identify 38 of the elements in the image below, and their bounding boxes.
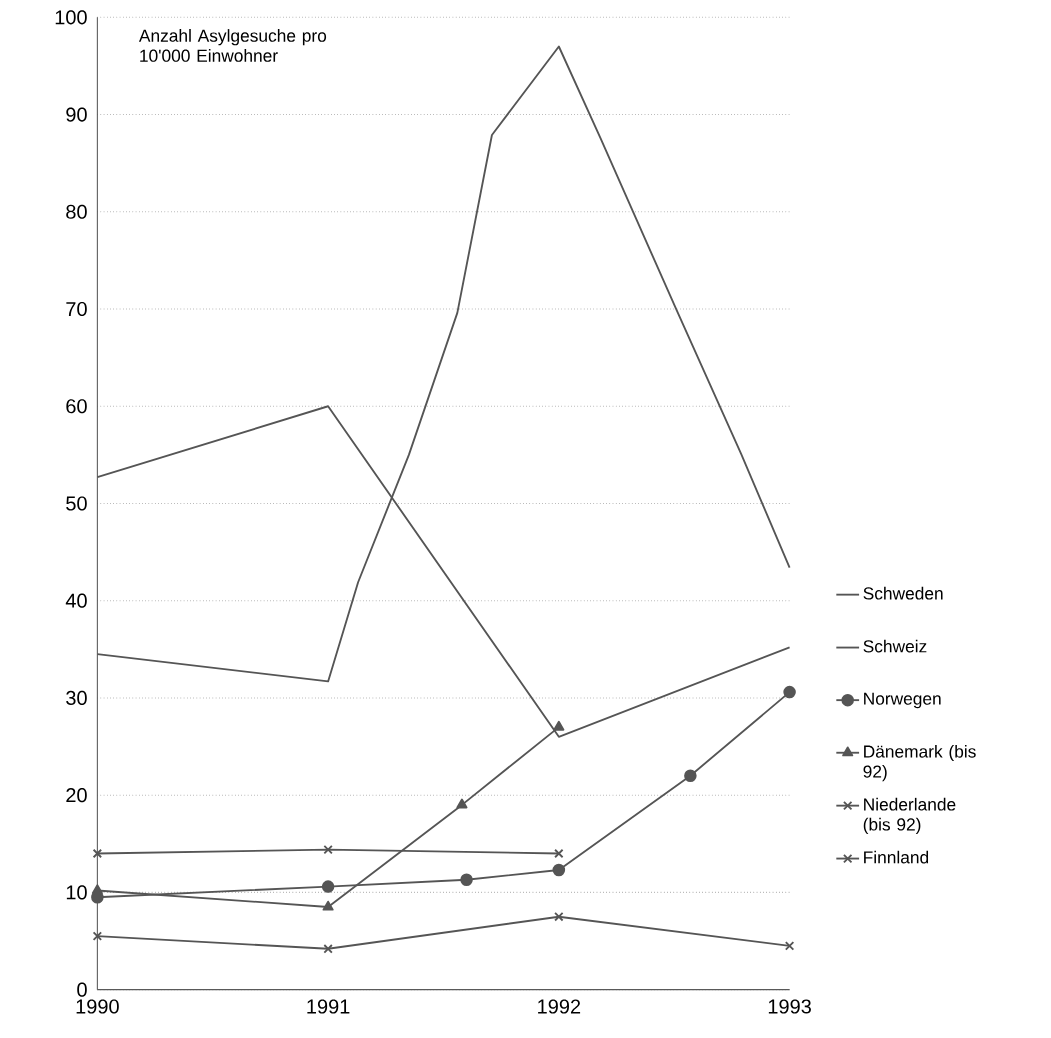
legend-label: Norwegen: [864, 692, 941, 709]
point: [554, 912, 564, 922]
point: [92, 931, 103, 942]
point: [552, 863, 566, 877]
point: [92, 848, 103, 859]
point: [321, 880, 335, 894]
point: [554, 848, 564, 859]
y-tick-label: 100: [55, 10, 87, 25]
y-tick-label: 90: [66, 107, 87, 122]
y-tick-label: 40: [65, 593, 87, 608]
y-tick-label: 60: [66, 399, 87, 414]
y-tick-label: 50: [66, 496, 87, 511]
point: [553, 721, 565, 731]
y-tick-label: 10: [66, 885, 87, 900]
point: [322, 900, 334, 911]
legend-label: Dänemark (bis 92): [863, 745, 976, 782]
x-tick-label: 1993: [768, 999, 811, 1014]
x-tick-label: 1992: [538, 999, 581, 1014]
y-tick-label: 20: [66, 788, 87, 803]
legend-label: Finnland: [864, 850, 929, 864]
y-tick-label: 30: [66, 691, 87, 706]
point: [784, 941, 795, 951]
point: [460, 873, 473, 887]
y-tick-label: 80: [66, 204, 87, 220]
y-tick-label: 0: [77, 982, 87, 997]
point: [91, 884, 103, 895]
point: [323, 845, 333, 855]
point: [456, 798, 468, 809]
annotation: Anzahl Asylgesuche pro 10'000 Einwohner: [138, 29, 327, 63]
legend-label: Schweden: [863, 587, 943, 600]
point: [323, 944, 333, 954]
legend-label: Schweiz: [863, 639, 927, 653]
legend-label: Niederlande (bis 92): [863, 798, 956, 835]
x-tick-label: 1991: [307, 999, 350, 1014]
x-tick-label: 1990: [76, 999, 119, 1014]
point: [684, 769, 697, 783]
y-tick-label: 70: [66, 302, 87, 317]
point: [783, 686, 796, 699]
